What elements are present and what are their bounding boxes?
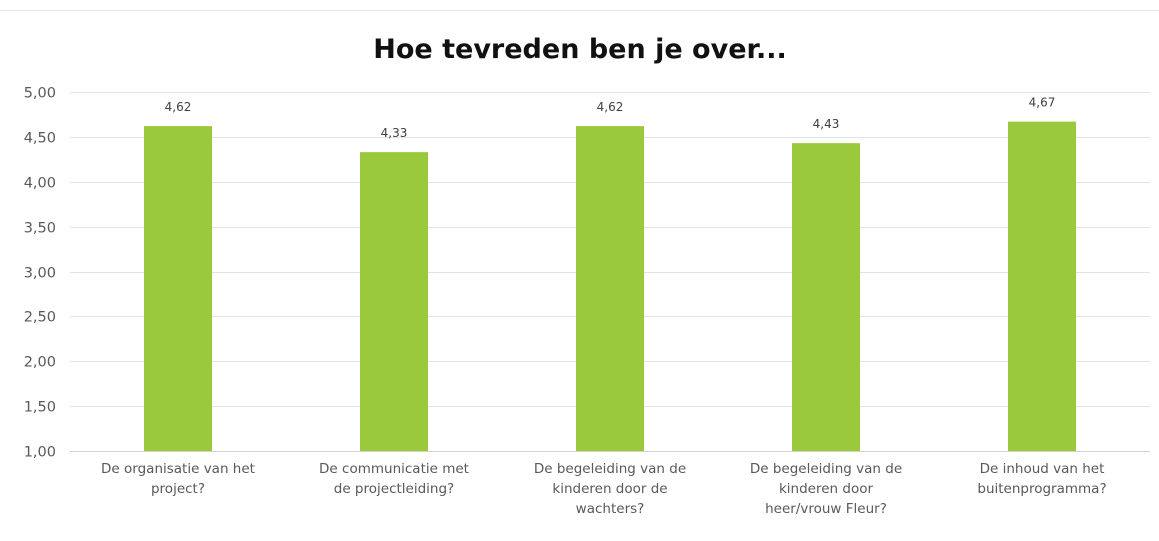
x-tick-label: De inhoud van het <box>980 461 1105 477</box>
y-tick-label: 1,50 <box>24 400 56 416</box>
bar <box>144 126 212 451</box>
bar <box>792 143 860 451</box>
x-tick-label: de projectleiding? <box>334 481 454 497</box>
y-axis: 1,00 1,50 2,00 2,50 3,00 3,50 4,00 4,50 5,00 <box>24 86 56 461</box>
data-label: 4,33 <box>381 126 408 140</box>
x-tick-label: De organisatie van het <box>101 461 255 477</box>
data-label: 4,62 <box>597 100 624 114</box>
x-tick-label: buitenprogramma? <box>977 481 1106 497</box>
data-label: 4,67 <box>1029 96 1056 110</box>
y-tick-label: 3,50 <box>24 221 56 237</box>
y-tick-label: 5,00 <box>24 86 56 102</box>
bar <box>1008 121 1076 452</box>
x-axis: De organisatie van het project? De communi… <box>101 461 1107 517</box>
y-tick-label: 3,00 <box>24 266 56 282</box>
x-tick-label: De begeleiding van de <box>750 461 902 477</box>
chart-title: Hoe tevreden ben je over... <box>373 34 787 65</box>
x-tick-label: wachters? <box>576 501 645 517</box>
y-tick-label: 4,50 <box>24 131 56 147</box>
data-label: 4,62 <box>165 100 192 114</box>
bar <box>360 152 428 451</box>
y-tick-label: 1,00 <box>24 445 56 461</box>
x-tick-label: kinderen door <box>779 481 873 497</box>
x-tick-label: De begeleiding van de <box>534 461 686 477</box>
x-tick-label: heer/vrouw Fleur? <box>765 501 887 517</box>
x-tick-label: project? <box>151 481 205 497</box>
y-tick-label: 2,50 <box>24 310 56 326</box>
bars <box>144 121 1076 452</box>
data-labels: 4,62 4,33 4,62 4,43 4,67 <box>165 96 1056 141</box>
y-tick-label: 2,00 <box>24 355 56 371</box>
data-label: 4,43 <box>813 117 840 131</box>
x-tick-label: De communicatie met <box>319 461 469 477</box>
bar <box>576 126 644 451</box>
x-tick-label: kinderen door de <box>552 481 667 497</box>
top-divider <box>0 10 1159 11</box>
y-tick-label: 4,00 <box>24 176 56 192</box>
